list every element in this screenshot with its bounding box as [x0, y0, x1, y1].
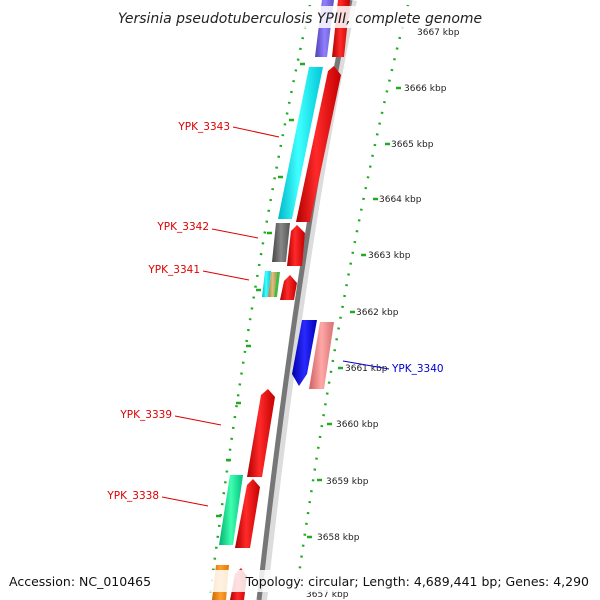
- outer-tick-track-right: [294, 4, 410, 596]
- kbp-label-3660: 3660 kbp: [336, 420, 379, 430]
- leader-line-ypk-3339: [174, 415, 222, 426]
- leader-line-ypk-3340: [342, 360, 390, 370]
- kbp-label-3661: 3661 kbp: [345, 364, 388, 374]
- gene-cyan-3341[interactable]: [262, 271, 271, 297]
- gene-red-ypk-3342[interactable]: [287, 225, 305, 266]
- gene-red-ypk-3338[interactable]: [235, 479, 260, 548]
- kbp-label-3659: 3659 kbp: [326, 477, 369, 487]
- kbp-label-3657: 3657 kbp: [306, 590, 349, 600]
- left-major-ticks: [216, 62, 305, 518]
- leader-line-ypk-3343: [232, 126, 280, 138]
- kbp-label-3665: 3665 kbp: [391, 140, 434, 150]
- gene-green-3338[interactable]: [219, 475, 243, 545]
- kbp-label-3664: 3664 kbp: [379, 195, 422, 205]
- kbp-label-3663: 3663 kbp: [368, 251, 411, 261]
- kbp-label-3667: 3667 kbp: [417, 28, 460, 38]
- gene-pink-ypk-3340[interactable]: [309, 322, 334, 389]
- gene-label-ypk-3338[interactable]: YPK_3338: [106, 490, 159, 502]
- kbp-label-3666: 3666 kbp: [404, 84, 447, 94]
- topology-text: Topology: circular; Length: 4,689,441 bp…: [245, 574, 589, 589]
- footer-background: [0, 570, 600, 592]
- gene-label-ypk-3341[interactable]: YPK_3341: [147, 264, 200, 276]
- gene-label-ypk-3343[interactable]: YPK_3343: [177, 121, 230, 133]
- kbp-label-3658: 3658 kbp: [317, 533, 360, 543]
- gene-green-3341[interactable]: [274, 272, 280, 297]
- gene-label-ypk-3339[interactable]: YPK_3339: [119, 409, 172, 421]
- leader-line-ypk-3341: [202, 270, 250, 281]
- gene-label-ypk-3340[interactable]: YPK_3340: [391, 363, 444, 375]
- right-major-ticks: [307, 86, 401, 539]
- gene-red-ypk-3343[interactable]: [296, 66, 341, 222]
- outer-tick-track-left: [208, 4, 312, 596]
- map-title: Yersinia pseudotuberculosis YPIII, compl…: [118, 11, 482, 27]
- gene-gray-3342[interactable]: [272, 223, 290, 262]
- gene-red-ypk-3341[interactable]: [280, 275, 297, 300]
- leader-line-ypk-3338: [161, 496, 209, 507]
- gene-blue-3340[interactable]: [292, 320, 317, 386]
- gene-cyan-3343[interactable]: [278, 67, 323, 219]
- gene-label-ypk-3342[interactable]: YPK_3342: [156, 221, 209, 233]
- accession-text: Accession: NC_010465: [9, 574, 151, 589]
- kbp-label-3662: 3662 kbp: [356, 308, 399, 318]
- title-background: [110, 6, 490, 28]
- gene-red-ypk-3339[interactable]: [247, 389, 275, 477]
- leader-line-ypk-3342: [211, 228, 259, 239]
